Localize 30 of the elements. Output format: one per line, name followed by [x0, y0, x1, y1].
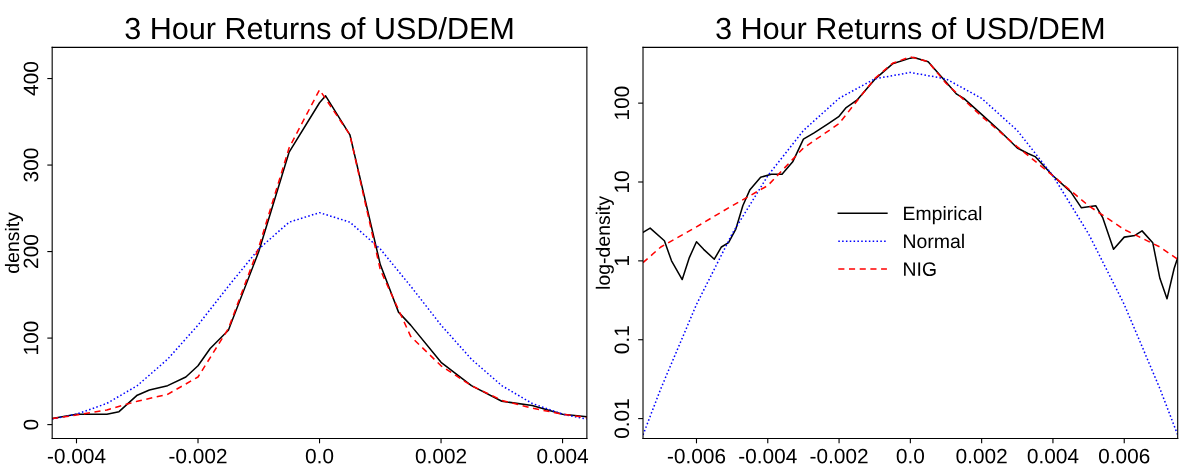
x-tick-label: -0.004	[739, 448, 797, 464]
x-tick-label: 0.002	[956, 448, 1007, 464]
x-tick-label: 0.004	[1027, 448, 1079, 464]
y-tick-label: 100	[614, 86, 630, 119]
y-tick-label: 0.1	[614, 326, 630, 354]
legend-label: Empirical	[904, 206, 982, 225]
x-tick-label: -0.004	[47, 448, 106, 464]
legend-label: Normal	[904, 233, 964, 249]
y-tick-label: 300	[23, 148, 39, 182]
x-tick-label: 0.002	[415, 448, 467, 464]
x-tick-label: 0.004	[537, 448, 589, 464]
legend-label: NIG	[904, 262, 936, 276]
y-axis-title: log-density	[595, 195, 614, 289]
y-axis-title: density	[4, 212, 24, 273]
line-series	[52, 211, 587, 420]
y-tick-label: 400	[23, 61, 39, 96]
y-tick-label: 200	[23, 235, 39, 268]
x-tick-label: 0.006	[1098, 448, 1150, 464]
y-tick-label: 100	[23, 321, 39, 354]
x-tick-label: 0.0	[896, 448, 925, 464]
x-tick-label: -0.002	[169, 448, 227, 464]
y-tick-label: 0	[23, 419, 39, 430]
y-tick-label: 0.01	[614, 399, 630, 439]
y-tick-label: 1	[614, 256, 629, 266]
chart-title: 3 Hour Returns of USD/DEM	[716, 16, 1104, 40]
y-tick-label: 10	[614, 171, 630, 192]
x-tick-label: -0.002	[810, 448, 868, 464]
x-tick-label: 0.0	[305, 448, 334, 464]
x-tick-label: -0.006	[667, 448, 726, 464]
chart-title: 3 Hour Returns of USD/DEM	[125, 16, 513, 40]
